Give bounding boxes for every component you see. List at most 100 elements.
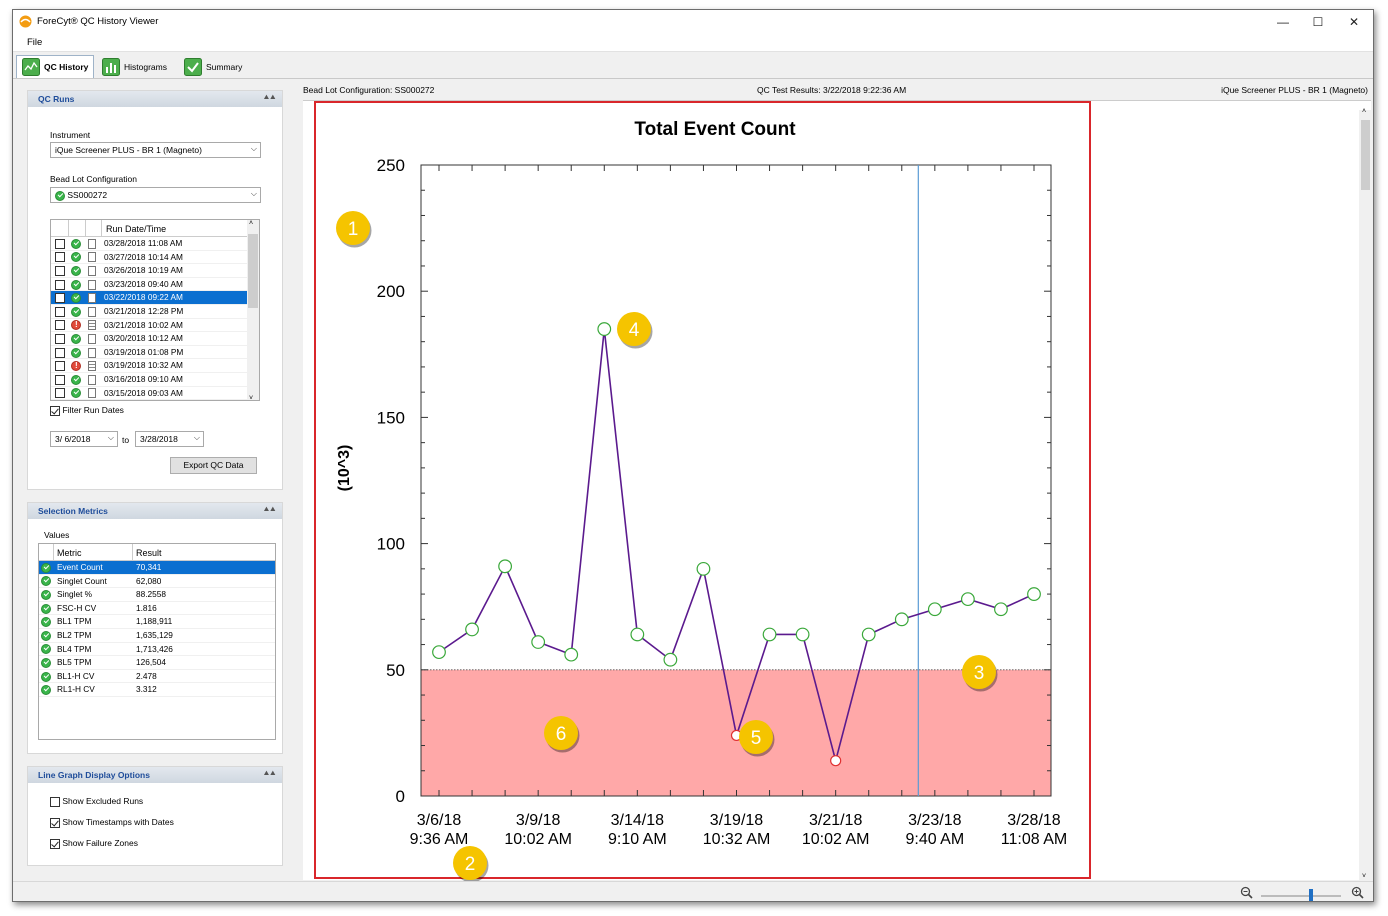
- run-row[interactable]: 03/21/2018 10:02 AM: [51, 319, 259, 333]
- data-point[interactable]: [696, 561, 711, 576]
- data-point[interactable]: [762, 627, 777, 642]
- maximize-button[interactable]: ☐: [1312, 15, 1324, 29]
- data-point[interactable]: [564, 647, 579, 662]
- metric-column-header[interactable]: Metric: [57, 548, 82, 558]
- tab-summary[interactable]: Summary: [179, 55, 247, 78]
- metric-row[interactable]: BL1-H CV 2.478: [39, 670, 275, 684]
- scroll-up-icon[interactable]: ˄: [1362, 108, 1367, 115]
- run-date-column-header[interactable]: Run Date/Time: [106, 224, 167, 234]
- date-from-picker[interactable]: 3/ 6/2018 ⌵: [50, 431, 118, 447]
- date-to-picker[interactable]: 3/28/2018 ⌵: [135, 431, 204, 447]
- tab-histograms[interactable]: Histograms: [97, 55, 172, 78]
- run-row[interactable]: 03/26/2018 10:19 AM: [51, 264, 259, 278]
- metric-row[interactable]: BL5 TPM 126,504: [39, 656, 275, 670]
- run-report-icon[interactable]: [88, 252, 96, 263]
- run-report-icon[interactable]: [88, 347, 96, 358]
- run-include-checkbox[interactable]: [55, 279, 65, 290]
- run-include-checkbox[interactable]: [55, 347, 65, 358]
- menu-file[interactable]: File: [27, 37, 43, 48]
- run-row[interactable]: 03/19/2018 10:32 AM: [51, 359, 259, 373]
- scrollbar-thumb[interactable]: [1361, 120, 1370, 190]
- metric-row[interactable]: Singlet % 88.2558: [39, 588, 275, 602]
- run-include-checkbox[interactable]: [55, 238, 65, 249]
- data-point[interactable]: [597, 322, 612, 336]
- data-point[interactable]: [531, 635, 546, 649]
- run-include-checkbox[interactable]: [55, 374, 65, 385]
- line-graph-options-header[interactable]: Line Graph Display Options ⯅⯅: [28, 767, 282, 783]
- data-point[interactable]: [432, 645, 446, 660]
- run-report-icon[interactable]: [88, 388, 96, 399]
- run-row[interactable]: 03/15/2018 09:03 AM: [51, 387, 259, 400]
- data-point[interactable]: [465, 622, 479, 637]
- data-point[interactable]: [994, 602, 1008, 617]
- run-include-checkbox[interactable]: [55, 388, 65, 399]
- run-include-checkbox[interactable]: [55, 333, 65, 344]
- data-point[interactable]: [927, 602, 942, 617]
- result-column-header[interactable]: Result: [136, 548, 162, 558]
- show-timestamps-checkbox[interactable]: [50, 817, 60, 828]
- show-failure-zones-checkbox[interactable]: [50, 838, 60, 849]
- zoom-slider-track[interactable]: [1261, 895, 1341, 897]
- run-include-checkbox[interactable]: [55, 320, 65, 331]
- runs-scrollbar[interactable]: ˄ ˅: [247, 220, 259, 401]
- run-include-checkbox[interactable]: [55, 266, 65, 276]
- scroll-down-icon[interactable]: ˅: [249, 395, 254, 401]
- metric-row[interactable]: BL1 TPM 1,188,911: [39, 615, 275, 629]
- scroll-down-icon[interactable]: ˅: [1362, 873, 1367, 880]
- collapse-icon[interactable]: ⯅⯅: [263, 769, 276, 778]
- run-row[interactable]: 03/16/2018 09:10 AM: [51, 373, 259, 387]
- metric-row[interactable]: BL2 TPM 1,635,129: [39, 629, 275, 643]
- run-report-icon[interactable]: [88, 333, 96, 344]
- data-point[interactable]: [894, 612, 909, 627]
- export-qc-data-button[interactable]: Export QC Data: [170, 457, 257, 474]
- run-row[interactable]: 03/21/2018 12:28 PM: [51, 305, 259, 319]
- run-report-icon[interactable]: [88, 374, 96, 385]
- data-point[interactable]: [498, 559, 513, 574]
- scrollbar-thumb[interactable]: [248, 234, 258, 308]
- filter-run-dates[interactable]: Filter Run Dates: [50, 405, 124, 416]
- run-row[interactable]: 03/23/2018 09:40 AM: [51, 278, 259, 292]
- close-button[interactable]: ✕: [1348, 15, 1360, 29]
- data-point[interactable]: [1027, 587, 1041, 601]
- qc-runs-header[interactable]: QC Runs ⯅⯅: [28, 91, 282, 107]
- data-point[interactable]: [861, 627, 876, 642]
- filter-checkbox[interactable]: [50, 405, 60, 416]
- run-report-icon[interactable]: [88, 361, 96, 372]
- option-show-timestamps[interactable]: Show Timestamps with Dates: [50, 817, 174, 828]
- run-report-icon[interactable]: [88, 306, 96, 317]
- run-row[interactable]: 03/28/2018 11:08 AM: [51, 237, 259, 251]
- selection-metrics-header[interactable]: Selection Metrics ⯅⯅: [28, 503, 282, 519]
- metric-row[interactable]: FSC-H CV 1.816: [39, 602, 275, 616]
- run-report-icon[interactable]: [88, 320, 96, 331]
- data-point[interactable]: [960, 592, 975, 607]
- metric-row[interactable]: Singlet Count 62,080: [39, 575, 275, 589]
- run-row[interactable]: 03/27/2018 10:14 AM: [51, 251, 259, 265]
- data-point-failed[interactable]: [830, 755, 842, 767]
- data-point[interactable]: [795, 627, 810, 642]
- collapse-icon[interactable]: ⯅⯅: [263, 505, 276, 514]
- option-show-excluded-runs[interactable]: Show Excluded Runs: [50, 796, 143, 807]
- run-report-icon[interactable]: [88, 279, 96, 290]
- scroll-up-icon[interactable]: ˄: [249, 220, 254, 227]
- zoom-in-icon[interactable]: [1351, 886, 1364, 899]
- option-show-failure-zones[interactable]: Show Failure Zones: [50, 838, 138, 849]
- run-include-checkbox[interactable]: [55, 293, 65, 304]
- data-point[interactable]: [630, 627, 645, 642]
- instrument-select[interactable]: iQue Screener PLUS - BR 1 (Magneto) ⌵: [50, 142, 261, 158]
- collapse-icon[interactable]: ⯅⯅: [263, 93, 276, 102]
- tab-qc-history[interactable]: QC History: [16, 55, 95, 78]
- run-report-icon[interactable]: [88, 293, 96, 304]
- show-excluded-runs-checkbox[interactable]: [50, 796, 60, 807]
- zoom-out-icon[interactable]: [1240, 886, 1253, 899]
- zoom-slider-thumb[interactable]: [1309, 889, 1313, 901]
- run-include-checkbox[interactable]: [55, 361, 65, 372]
- minimize-button[interactable]: —: [1277, 15, 1289, 29]
- total-event-count-chart[interactable]: Total Event Count (10^3) 050100150200250…: [303, 101, 1371, 883]
- metric-row[interactable]: Event Count 70,341: [39, 561, 275, 575]
- run-include-checkbox[interactable]: [55, 306, 65, 317]
- metric-row[interactable]: BL4 TPM 1,713,426: [39, 643, 275, 657]
- run-row[interactable]: 03/22/2018 09:22 AM: [51, 291, 259, 305]
- run-row[interactable]: 03/19/2018 01:08 PM: [51, 346, 259, 360]
- run-report-icon[interactable]: [88, 266, 96, 276]
- run-include-checkbox[interactable]: [55, 252, 65, 263]
